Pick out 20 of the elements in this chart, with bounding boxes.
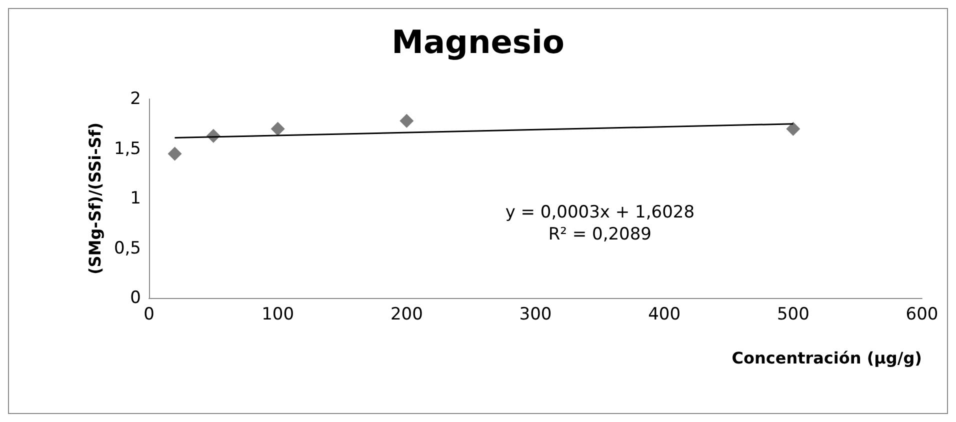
x-axis-title: Concentración (µg/g) <box>732 348 922 368</box>
x-tick-label: 200 <box>390 304 423 324</box>
point <box>168 146 182 161</box>
point <box>786 122 800 136</box>
point <box>270 122 285 136</box>
y-tick-label: 0 <box>130 288 141 308</box>
x-tick-label: 400 <box>648 304 681 324</box>
y-tick-label: 1 <box>130 188 141 208</box>
x-tick-label: 0 <box>144 304 154 324</box>
annotation: y = 0,0003x + 1,6028 R² = 0,2089 <box>505 202 695 244</box>
point <box>400 114 414 128</box>
chart-title: Magnesio <box>392 23 564 61</box>
y-tick-label: 1,5 <box>114 138 141 159</box>
y-axis-title: (SMg-Sf)/(SSi-Sf) <box>86 122 105 275</box>
x-tick-label: 600 <box>906 304 938 324</box>
y-tick-label: 0,5 <box>114 238 141 258</box>
y-tick-label: 2 <box>130 89 141 109</box>
x-tick-label: 300 <box>519 304 552 324</box>
x-tick-label: 500 <box>776 304 810 324</box>
x-tick-label: 100 <box>262 304 294 324</box>
